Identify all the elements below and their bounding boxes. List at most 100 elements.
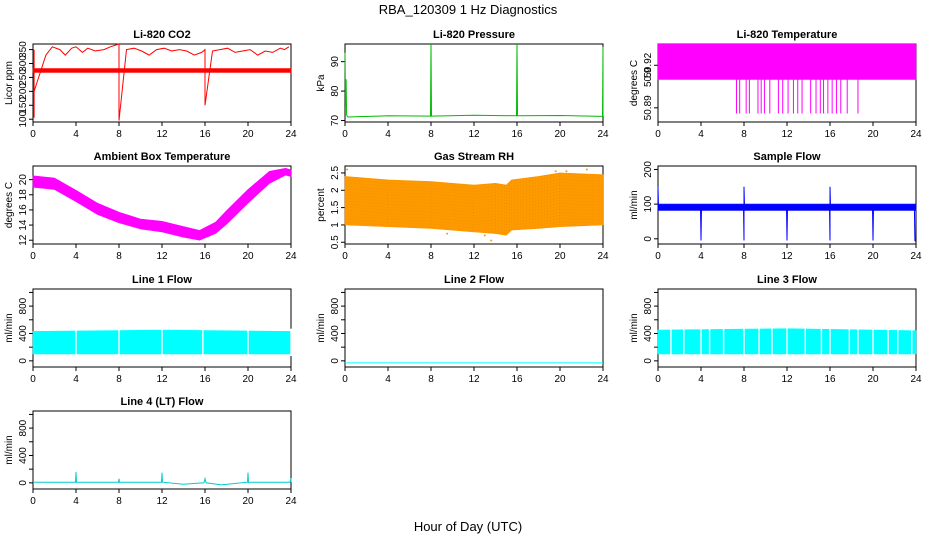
x-tick-label: 24	[285, 374, 297, 385]
data-layer	[33, 471, 292, 486]
panel-gas-stream-rh: Gas Stream RH percent 0 4 8 12 16 20 24 0.5 1 1.5 2 2…	[316, 151, 609, 262]
x-tick-label: 0	[30, 374, 36, 385]
series-band	[32, 167, 292, 241]
x-tick-label: 16	[199, 496, 211, 507]
y-tick-label: 0.5	[330, 235, 341, 249]
y-tick-label: 0	[643, 236, 654, 242]
data-point	[490, 239, 493, 242]
data-layer	[32, 43, 292, 121]
y-tick-label: 400	[18, 325, 29, 342]
x-tick-label: 20	[867, 129, 879, 140]
x-tick-label: 20	[867, 251, 879, 262]
y-axis-label: degrees C	[629, 60, 640, 106]
data-layer	[344, 168, 604, 242]
series-band	[32, 68, 292, 73]
x-tick-label: 8	[741, 251, 747, 262]
x-tick-label: 4	[73, 129, 79, 140]
y-tick-label: 1	[330, 222, 341, 228]
y-tick-label: 50.92	[643, 52, 654, 77]
data-layer	[32, 167, 292, 241]
x-tick-label: 4	[385, 129, 391, 140]
panel-title: Li-820 CO2	[133, 29, 190, 41]
x-tick-label: 4	[73, 374, 79, 385]
x-tick-label: 4	[698, 129, 704, 140]
x-tick-label: 8	[741, 374, 747, 385]
y-tick-label: 200	[18, 83, 29, 100]
y-axis-label: Licor ppm	[4, 61, 15, 105]
x-tick-label: 0	[342, 129, 348, 140]
x-tick-label: 24	[597, 374, 609, 385]
x-tick-label: 0	[655, 251, 661, 262]
x-tick-label: 12	[156, 496, 168, 507]
y-tick-label: 800	[643, 297, 654, 314]
x-tick-label: 24	[597, 129, 609, 140]
x-tick-label: 20	[242, 374, 254, 385]
y-tick-label: 14	[18, 219, 29, 231]
y-tick-label: 12	[18, 234, 29, 246]
x-tick-label: 8	[116, 251, 122, 262]
x-tick-label: 24	[285, 496, 297, 507]
x-tick-label: 16	[511, 251, 523, 262]
panel-li-820-pressure: Li-820 Pressure kPa 0 4 8 12 16 20 24 70 80 90	[316, 29, 609, 140]
x-tick-label: 12	[468, 251, 480, 262]
x-tick-label: 12	[156, 251, 168, 262]
x-tick-label: 24	[910, 374, 922, 385]
panel-title: Line 1 Flow	[132, 274, 192, 286]
series-band	[344, 172, 604, 236]
panel-line-3-flow: Line 3 Flow ml/min 0 4 8 12 16 20 24 0 400 800	[629, 274, 922, 385]
x-tick-label: 12	[468, 129, 480, 140]
data-layer	[657, 186, 917, 242]
series-line	[33, 43, 290, 121]
y-axis-label: ml/min	[4, 313, 15, 342]
y-tick-label: 2	[330, 187, 341, 193]
x-tick-label: 12	[781, 374, 793, 385]
x-tick-label: 0	[342, 374, 348, 385]
x-tick-label: 16	[824, 129, 836, 140]
x-tick-label: 12	[781, 251, 793, 262]
x-tick-label: 4	[698, 374, 704, 385]
y-tick-label: 400	[330, 325, 341, 342]
plot-frame	[344, 43, 604, 123]
x-tick-label: 8	[116, 129, 122, 140]
data-layer	[32, 328, 292, 357]
x-tick-label: 24	[910, 129, 922, 140]
y-tick-label: 16	[18, 204, 29, 216]
y-tick-label: 50.89	[643, 95, 654, 120]
data-point	[483, 234, 486, 237]
x-tick-label: 4	[385, 374, 391, 385]
data-layer	[657, 43, 917, 114]
panel-line-4-lt-flow: Line 4 (LT) Flow ml/min 0 4 8 12 16 20 24 0 400 800	[4, 396, 297, 507]
panel-title: Sample Flow	[753, 151, 821, 163]
plot-frame	[32, 43, 292, 123]
y-tick-label: 100	[18, 110, 29, 127]
panel-title: Line 4 (LT) Flow	[121, 396, 204, 408]
data-point	[410, 182, 413, 185]
x-tick-label: 0	[342, 251, 348, 262]
panel-title: Gas Stream RH	[434, 151, 514, 163]
x-tick-label: 8	[741, 129, 747, 140]
data-point	[446, 232, 449, 235]
x-tick-label: 24	[910, 251, 922, 262]
y-tick-label: 800	[18, 419, 29, 436]
y-tick-label: 0	[330, 358, 341, 364]
panel-sample-flow: Sample Flow ml/min 0 4 8 12 16 20 24 0 100 200	[629, 151, 922, 262]
data-point	[585, 168, 588, 171]
x-tick-label: 20	[554, 129, 566, 140]
x-tick-label: 0	[30, 496, 36, 507]
panel-title: Li-820 Temperature	[737, 29, 838, 41]
x-tick-label: 20	[242, 251, 254, 262]
x-tick-label: 24	[285, 129, 297, 140]
panel-line-2-flow: Line 2 Flow ml/min 0 4 8 12 16 20 24 0 400 800	[316, 274, 609, 385]
y-tick-label: 250	[18, 69, 29, 86]
data-layer	[657, 327, 917, 357]
panel-title: Ambient Box Temperature	[94, 151, 231, 163]
y-axis-label: degrees C	[4, 182, 15, 228]
figure-title: RBA_120309 1 Hz Diagnostics	[379, 2, 558, 17]
data-point	[346, 168, 349, 171]
x-tick-label: 12	[781, 129, 793, 140]
y-tick-label: 80	[330, 85, 341, 97]
y-tick-label: 18	[18, 189, 29, 201]
y-tick-label: 70	[330, 115, 341, 127]
